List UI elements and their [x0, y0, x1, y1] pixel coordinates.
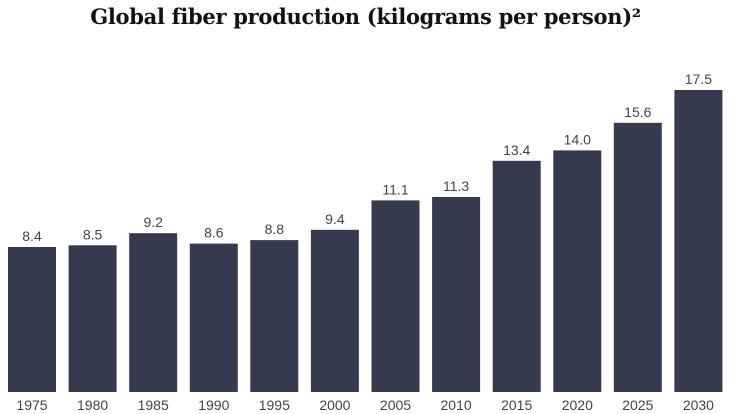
bar-1975	[8, 247, 56, 392]
bar-2015	[492, 160, 541, 392]
x-tick-labels-group: 1975 1980 1985 1990 1995 2000 2005 2010 2015 2020…	[16, 397, 714, 413]
x-tick-1995: 1995	[259, 397, 290, 413]
bar-1980	[68, 245, 117, 392]
value-labels-group: 8.4 8.5 9.2 8.6 8.8 9.4 11.1 11.3 13.4 14.0 15.6 17…	[22, 71, 712, 244]
bar-1995	[250, 240, 299, 392]
bar-2000	[310, 229, 359, 392]
value-label-2025: 15.6	[624, 104, 651, 120]
x-tick-2000: 2000	[319, 397, 350, 413]
x-tick-1975: 1975	[16, 397, 47, 413]
value-label-1985: 9.2	[143, 214, 163, 230]
bar-2025	[613, 122, 662, 393]
x-tick-2010: 2010	[441, 397, 472, 413]
x-tick-1980: 1980	[77, 397, 108, 413]
x-tick-2015: 2015	[501, 397, 532, 413]
value-label-2000: 9.4	[325, 211, 345, 227]
bar-2030	[674, 90, 723, 392]
x-tick-2025: 2025	[622, 397, 653, 413]
x-tick-2005: 2005	[380, 397, 411, 413]
value-label-2030: 17.5	[685, 71, 712, 87]
bar-2020	[553, 150, 602, 392]
value-label-2010: 11.3	[443, 178, 469, 194]
bar-1990	[189, 243, 238, 392]
bar-1985	[129, 233, 178, 392]
x-tick-1990: 1990	[198, 397, 229, 413]
value-label-1995: 8.8	[265, 221, 285, 237]
x-tick-1985: 1985	[138, 397, 169, 413]
value-label-1990: 8.6	[204, 225, 224, 241]
x-tick-2030: 2030	[683, 397, 714, 413]
value-label-2005: 11.1	[382, 181, 408, 197]
value-label-1975: 8.4	[22, 228, 42, 244]
x-tick-2020: 2020	[562, 397, 593, 413]
bar-2010	[432, 197, 481, 392]
value-label-2020: 14.0	[564, 131, 591, 147]
bars-group	[8, 90, 723, 393]
value-label-1980: 8.5	[83, 226, 103, 242]
value-label-2015: 13.4	[503, 142, 530, 158]
chart-title: Global fiber production (kilograms per p…	[90, 4, 641, 29]
bar-2005	[371, 200, 420, 392]
